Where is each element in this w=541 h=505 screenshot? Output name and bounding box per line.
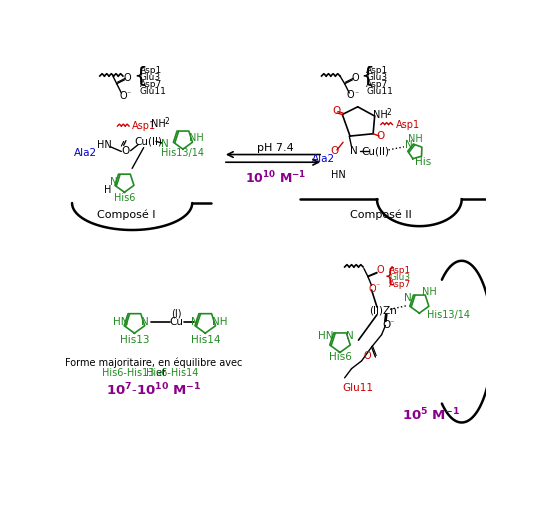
Text: O: O [331, 146, 339, 157]
Text: H: H [104, 185, 111, 195]
Text: NH: NH [151, 119, 166, 129]
Text: $\mathbf{10^{5}}$ $\mathbf{M^{-1}}$: $\mathbf{10^{5}}$ $\mathbf{M^{-1}}$ [401, 407, 460, 423]
Text: $\mathbf{10^{7}}$-$\mathbf{10^{10}}$ $\mathbf{M^{-1}}$: $\mathbf{10^{7}}$-$\mathbf{10^{10}}$ $\m… [106, 382, 201, 398]
Text: His6-His13: His6-His13 [102, 368, 154, 378]
Text: Glu3: Glu3 [390, 273, 411, 282]
Text: Composé I: Composé I [97, 210, 156, 220]
Text: Asp1: Asp1 [366, 66, 388, 75]
Text: {: { [360, 66, 374, 86]
Text: Composé II: Composé II [350, 210, 412, 220]
Text: NH: NH [422, 287, 437, 296]
Text: (I): (I) [171, 309, 182, 319]
Text: HN: HN [331, 170, 346, 180]
Text: et: et [153, 368, 169, 378]
Text: HN: HN [113, 318, 128, 327]
Text: His13: His13 [120, 335, 149, 345]
Text: O: O [377, 131, 385, 141]
Text: His13/14: His13/14 [427, 310, 470, 320]
Text: Cu: Cu [170, 318, 184, 327]
Text: N: N [141, 318, 148, 327]
Text: Asp1: Asp1 [140, 66, 162, 75]
Text: ⁻: ⁻ [390, 318, 394, 327]
Text: N: N [350, 146, 358, 157]
Text: Asp7: Asp7 [366, 80, 388, 89]
Text: N: N [405, 140, 413, 150]
Text: Cu(II): Cu(II) [134, 136, 162, 146]
Text: Ala2: Ala2 [74, 148, 97, 158]
Text: His6: His6 [114, 193, 135, 203]
Text: ⁻: ⁻ [127, 89, 131, 98]
Text: NH: NH [212, 318, 228, 327]
Text: Glu11: Glu11 [342, 383, 373, 393]
Text: His14: His14 [190, 335, 220, 345]
Text: $\mathbf{10^{10}}$ $\mathbf{M^{-1}}$: $\mathbf{10^{10}}$ $\mathbf{M^{-1}}$ [245, 169, 306, 186]
Text: NH: NH [189, 133, 203, 142]
Text: O: O [332, 106, 340, 116]
Text: His: His [415, 157, 431, 167]
Text: Asp7: Asp7 [390, 280, 412, 289]
Text: N: N [110, 177, 117, 187]
Text: HN: HN [319, 331, 334, 341]
Text: N: N [190, 318, 199, 327]
Text: pH 7.4: pH 7.4 [257, 142, 294, 153]
Text: Glu3: Glu3 [366, 73, 387, 82]
Text: O: O [347, 90, 354, 100]
Text: Asp1: Asp1 [395, 120, 420, 129]
Text: Asp1: Asp1 [390, 266, 412, 275]
Text: O: O [376, 265, 384, 275]
Text: {: { [383, 267, 395, 286]
Text: {: { [134, 66, 148, 86]
Text: ⁻: ⁻ [375, 282, 380, 291]
Text: 2: 2 [387, 108, 392, 117]
Text: His6-His14: His6-His14 [146, 368, 199, 378]
Text: Ala2: Ala2 [312, 154, 335, 164]
Text: N: N [346, 331, 354, 341]
Text: O: O [122, 145, 130, 156]
Text: His6: His6 [328, 352, 352, 362]
Text: His13/14: His13/14 [161, 148, 204, 158]
Text: ⁻: ⁻ [354, 89, 358, 98]
Text: NH: NH [373, 110, 388, 120]
Text: NH: NH [408, 134, 423, 144]
Text: Glu11: Glu11 [366, 87, 393, 96]
Text: O: O [364, 351, 372, 361]
Text: N: N [404, 293, 412, 303]
Text: Forme majoritaire, en équilibre avec: Forme majoritaire, en équilibre avec [65, 358, 242, 369]
Text: O: O [368, 283, 376, 293]
Text: Glu11: Glu11 [140, 87, 167, 96]
Text: 2: 2 [164, 117, 169, 126]
Text: O: O [382, 320, 391, 330]
Text: Asp7: Asp7 [140, 80, 162, 89]
Text: HN: HN [97, 140, 112, 150]
Text: O: O [124, 73, 131, 82]
Text: Glu3: Glu3 [140, 73, 161, 82]
Text: Cu(II): Cu(II) [361, 146, 390, 157]
Text: Asp1: Asp1 [132, 121, 156, 131]
Text: (II)Zn: (II)Zn [370, 306, 397, 316]
Text: O: O [120, 91, 128, 101]
Text: N: N [161, 139, 169, 149]
Text: O: O [352, 73, 359, 82]
